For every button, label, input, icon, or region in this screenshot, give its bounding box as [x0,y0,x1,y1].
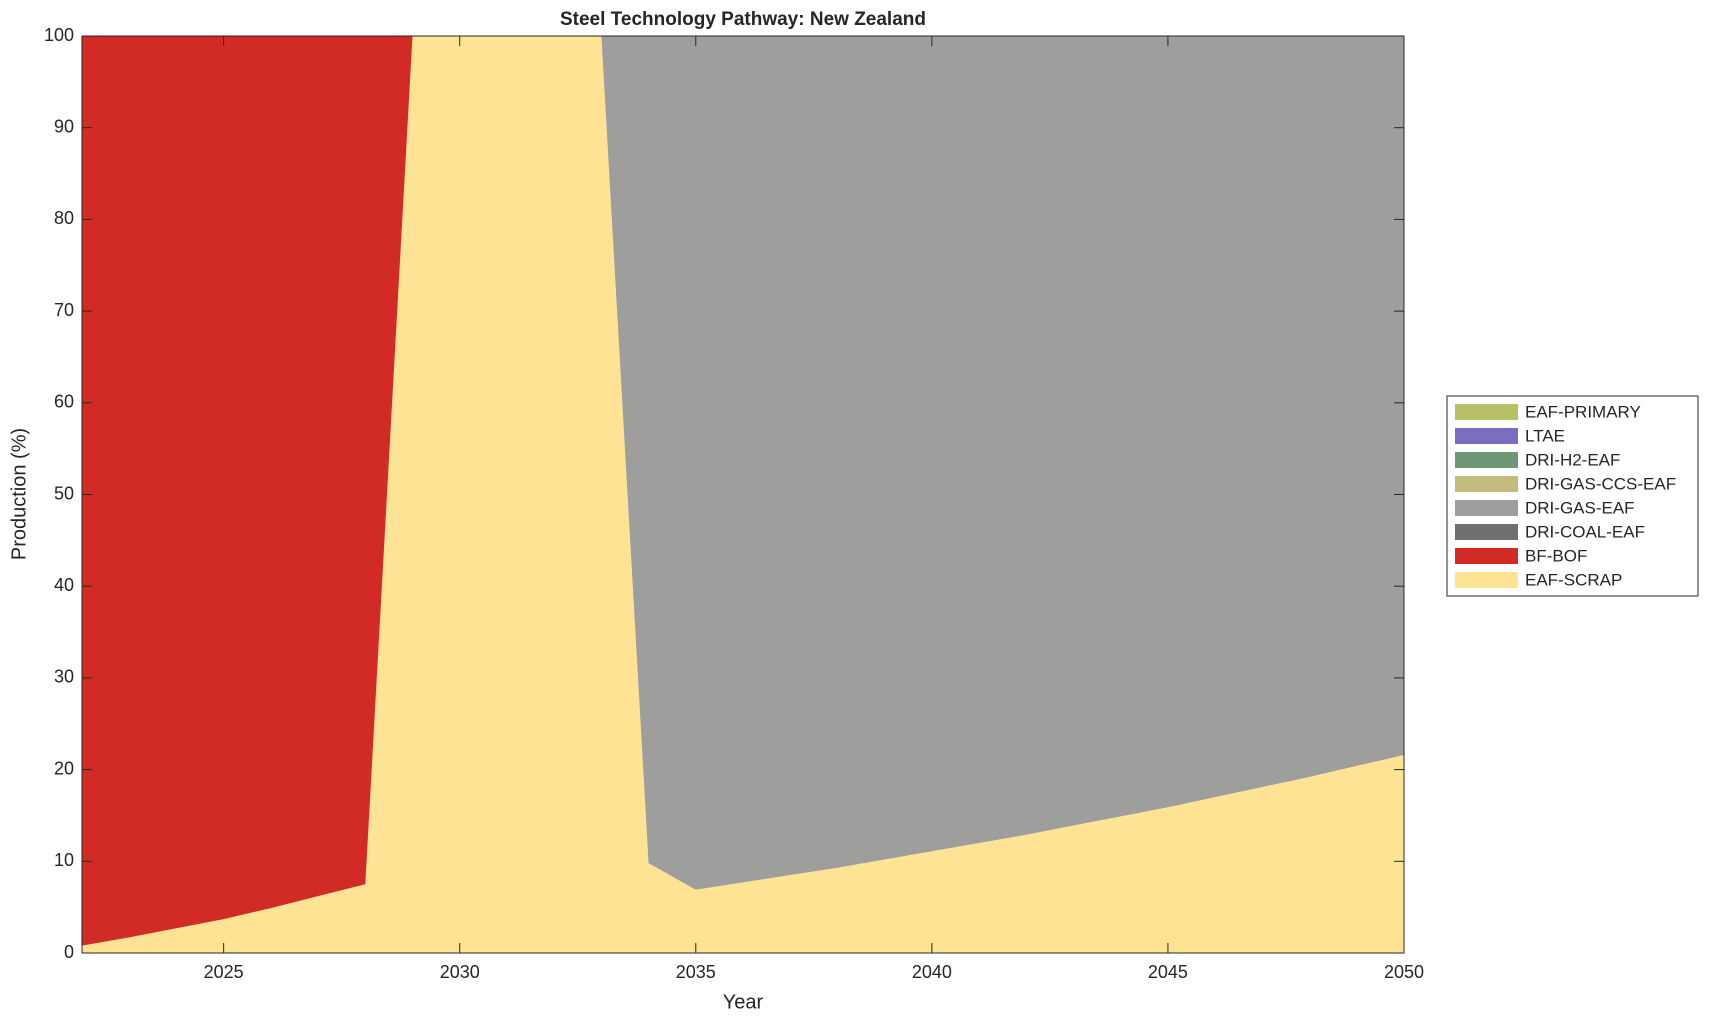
x-tick-label: 2025 [204,962,244,982]
legend-label: DRI-GAS-EAF [1525,498,1635,517]
legend-swatch [1455,428,1518,444]
legend-label: EAF-SCRAP [1525,570,1622,589]
y-tick-label: 80 [54,208,74,228]
y-tick-label: 50 [54,483,74,503]
x-tick-label: 2050 [1384,962,1424,982]
y-tick-label: 10 [54,850,74,870]
y-tick-label: 90 [54,116,74,136]
x-tick-label: 2035 [676,962,716,982]
y-axis-label: Production (%) [8,428,30,560]
legend-label: DRI-H2-EAF [1525,450,1620,469]
y-tick-label: 20 [54,758,74,778]
area [82,36,1404,890]
legend-label: EAF-PRIMARY [1525,402,1641,421]
y-tick-label: 40 [54,575,74,595]
y-tick-label: 70 [54,300,74,320]
legend-label: BF-BOF [1525,546,1587,565]
y-tick-label: 60 [54,392,74,412]
legend-label: LTAE [1525,426,1565,445]
legend-label: DRI-GAS-CCS-EAF [1525,474,1676,493]
x-tick-label: 2030 [440,962,480,982]
legend-label: DRI-COAL-EAF [1525,522,1645,541]
legend-swatch [1455,524,1518,540]
legend-box [1446,395,1699,597]
y-tick-label: 100 [44,25,74,45]
x-tick-label: 2045 [1148,962,1188,982]
area [82,36,1404,953]
legend-swatch [1455,476,1518,492]
legend-swatch [1455,404,1518,420]
x-axis-label: Year [723,991,764,1013]
legend-swatch [1455,572,1518,588]
chart-title: Steel Technology Pathway: New Zealand [560,9,926,30]
x-tick-label: 2040 [912,962,952,982]
legend-swatch [1455,548,1518,564]
legend-swatch [1455,452,1518,468]
legend: EAF-PRIMARY LTAE DRI-H2-EAF DRI-GAS-CCS-EAF… [1446,395,1699,597]
y-tick-label: 30 [54,667,74,687]
legend-swatch [1455,500,1518,516]
y-tick-label: 0 [64,942,74,962]
area [82,36,1404,946]
